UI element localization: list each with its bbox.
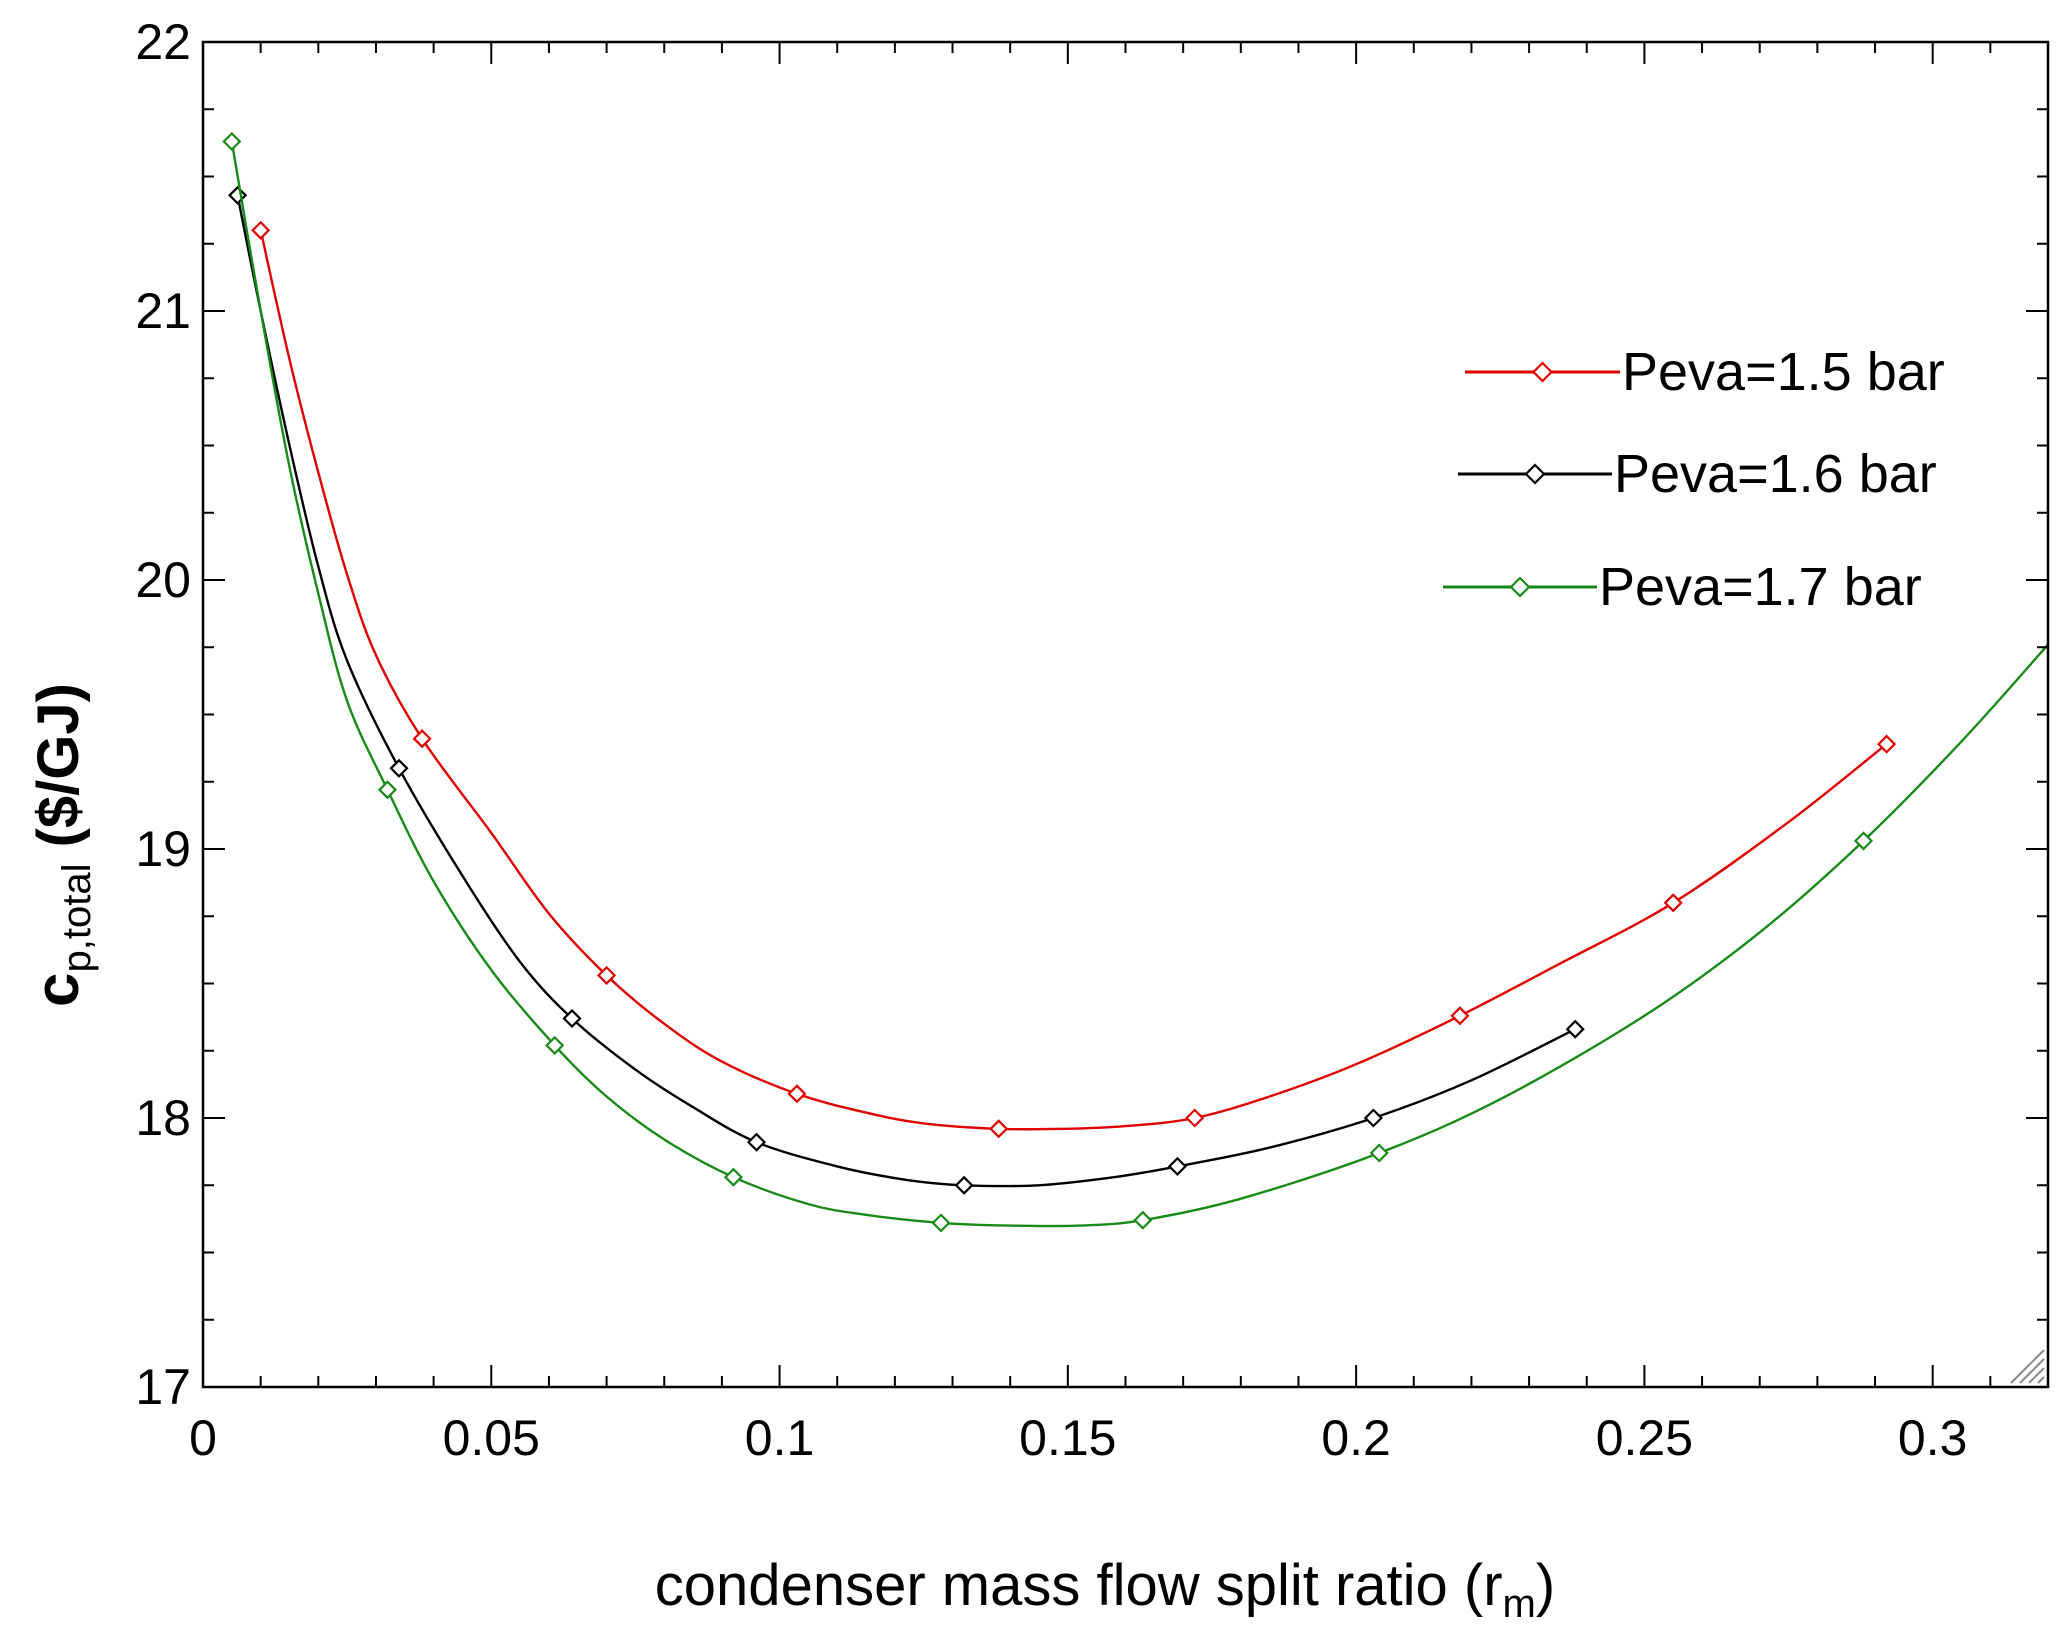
x-axis-title-sub: m	[1503, 1582, 1536, 1626]
x-axis-title-main: condenser mass flow split ratio (r	[655, 1553, 1503, 1618]
series-3-marker	[1369, 1143, 1389, 1163]
legend-swatch-marker	[1524, 463, 1546, 485]
x-tick-label: 0.05	[443, 1410, 540, 1466]
series-1-marker	[412, 729, 432, 749]
y-axis-title-main: c	[23, 972, 92, 1006]
resize-grip-line	[2028, 1367, 2045, 1384]
series-1-line	[259, 230, 1888, 1131]
series-3	[222, 131, 2048, 1233]
legend: Peva=1.5 bar Peva=1.6 bar Peva=1.7 bar	[1443, 342, 1945, 617]
y-tick-label: 19	[135, 821, 191, 877]
series-1-marker	[1185, 1108, 1205, 1128]
y-axis-title-sub: p,total	[55, 864, 99, 973]
y-axis-title-unit: ($/GJ)	[26, 683, 91, 864]
resize-grip-line	[2010, 1349, 2045, 1384]
resize-grip-line	[2037, 1376, 2045, 1384]
series-3-marker	[222, 131, 242, 152]
x-tick-label: 0.25	[1596, 1410, 1693, 1466]
legend-label: Peva=1.7 bar	[1599, 557, 1922, 617]
x-axis-title: condenser mass flow split ratio (rm)	[655, 1553, 1555, 1626]
series-1-marker	[1450, 1006, 1470, 1026]
legend-label: Peva=1.5 bar	[1622, 342, 1945, 402]
series-3-marker	[931, 1213, 951, 1233]
series-1	[251, 220, 1897, 1139]
series-2-marker	[954, 1175, 974, 1195]
series-1-marker	[1877, 734, 1897, 754]
series-1-marker	[989, 1119, 1009, 1139]
x-tick-label: 0.3	[1898, 1410, 1968, 1466]
svg-text:cp,total ($/GJ): cp,total ($/GJ)	[23, 683, 99, 1007]
series-2-marker	[562, 1008, 582, 1029]
series-3-marker	[1853, 831, 1874, 851]
y-tick-label: 21	[135, 283, 191, 339]
y-tick-label: 18	[135, 1090, 191, 1146]
y-axis-title: cp,total ($/GJ)	[23, 683, 99, 1007]
y-tick-label: 20	[135, 552, 191, 608]
series-3-marker	[377, 780, 398, 800]
series-3-marker	[1133, 1210, 1153, 1230]
series-2-marker	[1363, 1108, 1383, 1128]
x-tick-label: 0	[189, 1410, 217, 1466]
series-3-line	[230, 141, 2048, 1228]
series-2-marker	[1565, 1019, 1585, 1039]
series-2-marker	[1167, 1156, 1187, 1176]
y-tick-label: 17	[135, 1359, 191, 1415]
series-2-line	[236, 195, 1576, 1188]
series-1-marker	[1663, 893, 1683, 913]
x-tick-label: 0.2	[1321, 1410, 1391, 1466]
series-1-marker	[787, 1084, 807, 1104]
legend-label: Peva=1.6 bar	[1614, 444, 1937, 504]
resize-grip-line	[2019, 1358, 2045, 1384]
y-tick-label: 22	[135, 14, 191, 70]
series-1-marker	[251, 220, 271, 240]
axes: 0 0.05 0.1 0.15 0.2 0.25 0.3 17 18 19 20 21 22	[135, 14, 2050, 1466]
series-2-marker	[389, 758, 409, 778]
x-tick-label: 0.15	[1019, 1410, 1116, 1466]
legend-swatch-marker	[1509, 576, 1531, 598]
legend-swatch-marker	[1531, 361, 1554, 383]
series-2	[228, 185, 1585, 1195]
x-tick-label: 0.1	[745, 1410, 815, 1466]
legend-item-3: Peva=1.7 bar	[1443, 557, 1922, 617]
series-3-marker	[545, 1035, 565, 1055]
series-1-marker	[597, 965, 617, 985]
series-2-marker	[746, 1132, 767, 1152]
legend-item-2: Peva=1.6 bar	[1458, 444, 1937, 504]
legend-item-1: Peva=1.5 bar	[1465, 342, 1945, 402]
plot-marks	[222, 131, 2048, 1233]
x-axis-title-close: )	[1536, 1553, 1555, 1618]
series-3-marker	[723, 1167, 743, 1187]
svg-text:condenser mass flow split rati: condenser mass flow split ratio (rm)	[655, 1553, 1555, 1626]
